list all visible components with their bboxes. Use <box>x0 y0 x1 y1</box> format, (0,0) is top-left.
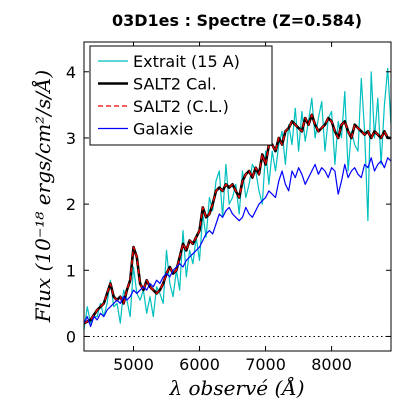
plot-area <box>84 67 391 337</box>
legend-label-salt2-c-l: SALT2 (C.L.) <box>133 97 229 116</box>
x-axis-ticks: 5000 6000 7000 8000 <box>113 42 352 374</box>
legend-label-extrait-15-a: Extrait (15 A) <box>133 52 240 71</box>
x-axis-label: λ observé (Å) <box>168 375 304 400</box>
y-axis-ticks: 0 1 2 3 4 <box>66 63 391 346</box>
plot-frame <box>83 41 392 352</box>
y-tick-label: 4 <box>66 63 76 82</box>
y-tick-label: 1 <box>66 261 76 280</box>
y-tick-label: 2 <box>66 195 76 214</box>
chart-title: 03D1es : Spectre (Z=0.584) <box>112 11 362 30</box>
legend-entries: Extrait (15 A) SALT2 Cal. SALT2 (C.L.) Gala… <box>98 52 240 139</box>
legend: Extrait (15 A) SALT2 Cal. SALT2 (C.L.) Gala… <box>89 45 273 146</box>
legend-label-salt2-cal: SALT2 Cal. <box>133 75 217 94</box>
legend-box <box>89 45 273 146</box>
y-tick-label: 0 <box>66 327 76 346</box>
y-tick-label: 3 <box>66 129 76 148</box>
x-tick-label: 5000 <box>113 355 154 374</box>
legend-label-galaxie: Galaxie <box>133 120 193 139</box>
series-line-salt2-c-l <box>84 114 391 324</box>
x-tick-label: 8000 <box>311 355 352 374</box>
series-layer <box>84 67 391 330</box>
x-tick-label: 6000 <box>179 355 220 374</box>
y-axis-label: Flux (10⁻¹⁸ ergs/cm²/s/Å) <box>30 70 55 323</box>
series-line-galaxie <box>84 157 391 328</box>
x-tick-label: 7000 <box>245 355 286 374</box>
